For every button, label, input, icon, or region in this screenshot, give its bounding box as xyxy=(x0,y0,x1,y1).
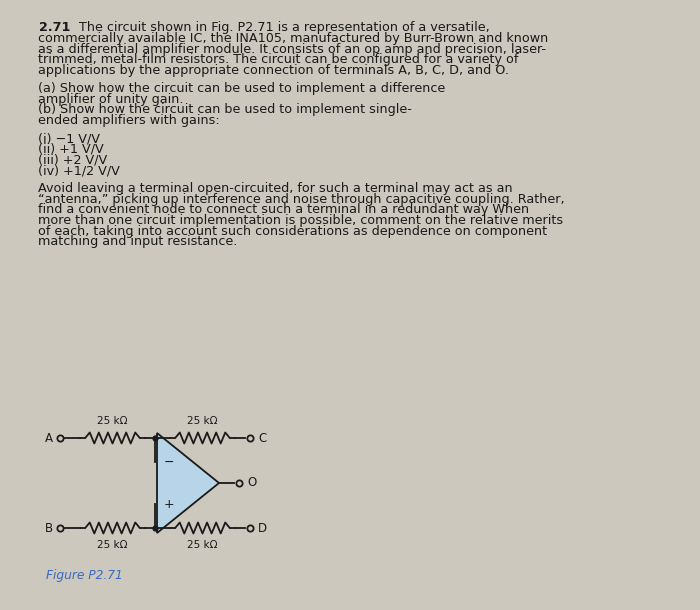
Text: 25 kΩ: 25 kΩ xyxy=(188,540,218,550)
Text: −: − xyxy=(164,456,174,468)
Text: find a convenient node to connect such a terminal in a redundant way When: find a convenient node to connect such a… xyxy=(38,203,530,217)
Text: Figure P2.71: Figure P2.71 xyxy=(46,569,122,581)
Text: (b) Show how the circuit can be used to implement single-: (b) Show how the circuit can be used to … xyxy=(38,103,412,117)
Text: “antenna,” picking up interference and noise through capacitive coupling. Rather: “antenna,” picking up interference and n… xyxy=(38,193,565,206)
Text: (i) −1 V/V: (i) −1 V/V xyxy=(38,132,101,145)
Text: more than one circuit implementation is possible, comment on the relative merits: more than one circuit implementation is … xyxy=(38,214,564,227)
Text: (ii) +1 V/V: (ii) +1 V/V xyxy=(38,143,104,156)
Text: of each, taking into account such considerations as dependence on component: of each, taking into account such consid… xyxy=(38,224,547,238)
Text: C: C xyxy=(258,431,266,445)
Text: as a differential amplifier module. It consists of an op amp and precision, lase: as a differential amplifier module. It c… xyxy=(38,43,547,56)
Text: +: + xyxy=(164,498,174,511)
Text: (iv) +1/2 V/V: (iv) +1/2 V/V xyxy=(38,164,120,177)
Text: 25 kΩ: 25 kΩ xyxy=(188,416,218,426)
Text: B: B xyxy=(45,522,53,534)
Text: applications by the appropriate connection of terminals A, B, C, D, and O.: applications by the appropriate connecti… xyxy=(38,64,510,77)
Text: O: O xyxy=(247,476,256,489)
Text: commercially available IC, the INA105, manufactured by Burr-Brown and known: commercially available IC, the INA105, m… xyxy=(38,32,549,45)
Text: (a) Show how the circuit can be used to implement a difference: (a) Show how the circuit can be used to … xyxy=(38,82,446,95)
Text: trimmed, metal-film resistors. The circuit can be configured for a variety of: trimmed, metal-film resistors. The circu… xyxy=(38,54,519,66)
Text: D: D xyxy=(258,522,267,534)
Text: Avoid leaving a terminal open-circuited, for such a terminal may act as an: Avoid leaving a terminal open-circuited,… xyxy=(38,182,513,195)
Polygon shape xyxy=(157,433,219,533)
Text: amplifier of unity gain.: amplifier of unity gain. xyxy=(38,93,184,106)
Text: 25 kΩ: 25 kΩ xyxy=(97,540,127,550)
Text: ended amplifiers with gains:: ended amplifiers with gains: xyxy=(38,114,220,127)
Text: 25 kΩ: 25 kΩ xyxy=(97,416,127,426)
Text: matching and input resistance.: matching and input resistance. xyxy=(38,235,238,248)
Text: The circuit shown in Fig. P2.71 is a representation of a versatile,: The circuit shown in Fig. P2.71 is a rep… xyxy=(75,21,490,34)
Text: (iii) +2 V/V: (iii) +2 V/V xyxy=(38,153,108,167)
Text: A: A xyxy=(45,431,53,445)
Text: 2.71: 2.71 xyxy=(38,21,70,34)
